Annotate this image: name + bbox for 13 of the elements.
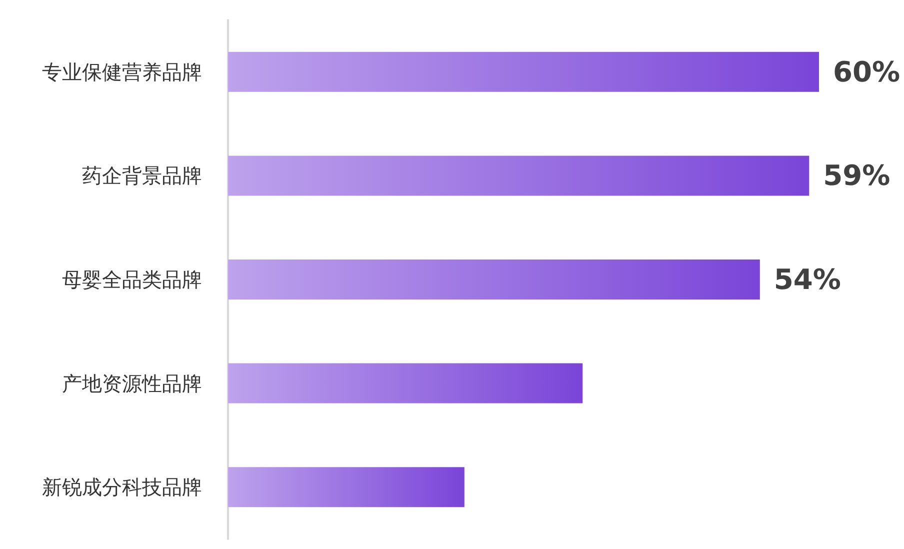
bar (228, 467, 464, 508)
data-label: 60% (833, 55, 900, 88)
y-tick-label: 药企背景品牌 (82, 164, 202, 188)
y-tick-label: 母婴全品类品牌 (62, 268, 202, 292)
data-label: 54% (774, 263, 841, 296)
data-label: 59% (823, 159, 890, 192)
bar (228, 260, 760, 300)
bar (228, 363, 583, 404)
y-tick-label: 新锐成分科技品牌 (42, 475, 202, 500)
bar (228, 156, 810, 196)
y-tick-label: 产地资源性品牌 (62, 371, 202, 396)
y-tick-label: 专业保健营养品牌 (42, 60, 202, 84)
bar (228, 52, 819, 92)
